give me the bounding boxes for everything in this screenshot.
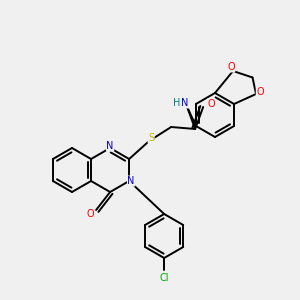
- Text: N: N: [106, 141, 114, 151]
- Text: H: H: [173, 98, 181, 108]
- Text: N: N: [128, 176, 135, 186]
- Text: O: O: [256, 87, 264, 97]
- Text: N: N: [182, 98, 189, 108]
- Text: O: O: [207, 99, 215, 109]
- Text: O: O: [86, 209, 94, 219]
- Text: O: O: [227, 62, 235, 72]
- Text: Cl: Cl: [159, 273, 169, 283]
- Text: S: S: [148, 133, 154, 143]
